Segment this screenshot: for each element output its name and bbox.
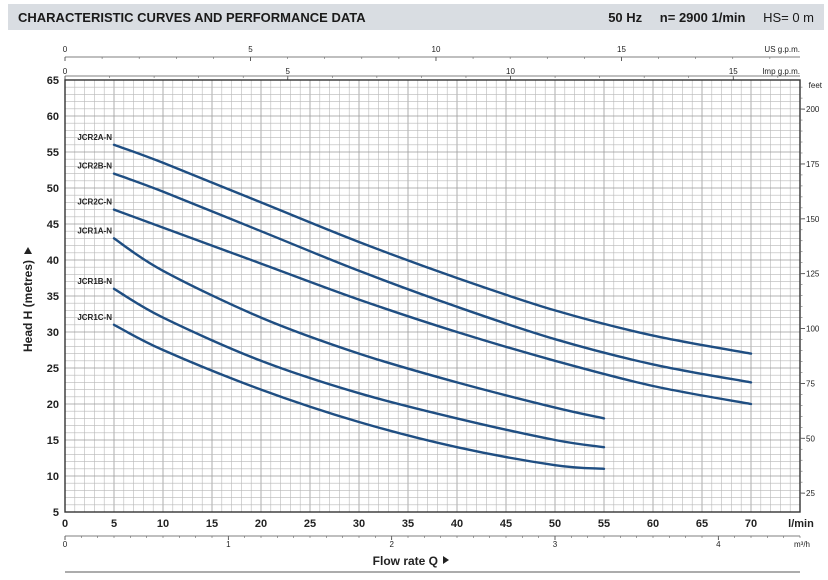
us-gpm-tick-label: 15	[617, 45, 626, 54]
frequency-label: 50 Hz	[608, 10, 643, 25]
curve-label-jcr2b-n: JCR2B-N	[77, 162, 112, 171]
us-gpm-tick-label: 5	[248, 45, 253, 54]
y-axis-label: Head H (metres)	[21, 260, 35, 352]
x-tick-label: 45	[500, 518, 512, 530]
feet-tick-label: 75	[806, 379, 815, 388]
y-tick-label: 65	[47, 75, 59, 87]
operating-conditions: 50 Hz n= 2900 1/min HS= 0 m	[594, 10, 814, 25]
curve-label-jcr2a-n: JCR2A-N	[77, 133, 112, 142]
suction-head-label: HS= 0 m	[763, 10, 814, 25]
plot-frame	[64, 79, 801, 513]
y-tick-label: 40	[47, 255, 59, 267]
y-tick-label: 60	[47, 111, 59, 123]
y-axis-arrow-icon	[24, 247, 32, 254]
x-tick-label: 5	[111, 518, 117, 530]
y-tick-label: 25	[47, 363, 59, 375]
feet-tick-label: 125	[806, 270, 820, 279]
x-tick-label: 35	[402, 518, 414, 530]
imp-gpm-tick-label: 0	[63, 67, 68, 76]
feet-tick-label: 200	[806, 105, 820, 114]
feet-tick-label: 100	[806, 325, 820, 334]
curve-jcr1c-n	[112, 323, 606, 470]
y-tick-label: 5	[53, 507, 59, 519]
y-tick-label: 50	[47, 183, 59, 195]
x-tick-label: 25	[304, 518, 316, 530]
feet-tick-label: 175	[806, 160, 820, 169]
m3h-tick-label: 1	[226, 540, 231, 549]
curve-label-jcr1a-n: JCR1A-N	[77, 226, 112, 235]
y-tick-label: 30	[47, 327, 59, 339]
x-tick-label: 50	[549, 518, 561, 530]
curve-label-jcr2c-n: JCR2C-N	[77, 198, 112, 207]
x-tick-label: 70	[745, 518, 757, 530]
m3h-tick-label: 3	[553, 540, 558, 549]
x-tick-label: 0	[62, 518, 68, 530]
curve-label-jcr1b-n: JCR1B-N	[77, 277, 112, 286]
m3h-axis-label: m³/h	[794, 540, 810, 549]
y-tick-label: 45	[47, 219, 59, 231]
m3h-tick-label: 4	[716, 540, 721, 549]
y-tick-label: 55	[47, 147, 59, 159]
y-tick-label: 15	[47, 435, 59, 447]
imp-gpm-axis-label: Imp g.p.m.	[762, 67, 800, 76]
y-tick-label: 20	[47, 399, 59, 411]
imp-gpm-tick-label: 10	[506, 67, 515, 76]
y-tick-label: 35	[47, 291, 59, 303]
curve-label-jcr1c-n: JCR1C-N	[77, 313, 112, 322]
feet-axis-label: feet	[809, 81, 823, 90]
x-tick-label: 55	[598, 518, 610, 530]
imp-gpm-tick-label: 5	[286, 67, 291, 76]
curve-jcr1a-n	[112, 237, 606, 420]
feet-tick-label: 25	[806, 489, 815, 498]
curve-jcr1b-n	[112, 287, 606, 449]
feet-tick-label: 150	[806, 215, 820, 224]
x-tick-label: 40	[451, 518, 463, 530]
x-axis-unit-label: l/min	[788, 518, 814, 530]
x-tick-label: 10	[157, 518, 169, 530]
curve-jcr2b-n	[112, 172, 753, 384]
curve-jcr2a-n	[112, 143, 753, 355]
chart-title: CHARACTERISTIC CURVES AND PERFORMANCE DA…	[18, 10, 366, 25]
chart-header: CHARACTERISTIC CURVES AND PERFORMANCE DA…	[8, 4, 824, 30]
imp-gpm-tick-label: 15	[729, 67, 738, 76]
feet-tick-label: 50	[806, 434, 815, 443]
x-tick-label: 20	[255, 518, 267, 530]
x-tick-label: 15	[206, 518, 218, 530]
x-tick-label: 65	[696, 518, 708, 530]
x-tick-label: 30	[353, 518, 365, 530]
m3h-tick-label: 2	[389, 540, 394, 549]
x-axis-arrow-icon	[443, 556, 449, 564]
m3h-tick-label: 0	[63, 540, 68, 549]
x-axis-label: Flow rate Q	[373, 554, 438, 568]
us-gpm-tick-label: 0	[63, 45, 68, 54]
y-tick-label: 10	[47, 471, 59, 483]
curve-jcr2c-n	[112, 208, 753, 406]
x-tick-label: 60	[647, 518, 659, 530]
speed-label: n= 2900 1/min	[659, 10, 746, 25]
us-gpm-axis-label: US g.p.m.	[764, 45, 800, 54]
us-gpm-tick-label: 10	[432, 45, 441, 54]
